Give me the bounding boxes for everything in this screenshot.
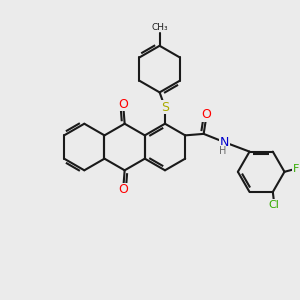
Text: O: O — [118, 98, 128, 111]
Text: F: F — [292, 164, 299, 174]
Text: S: S — [161, 101, 169, 114]
Text: O: O — [118, 183, 128, 196]
Text: Cl: Cl — [269, 200, 280, 209]
Text: N: N — [220, 136, 229, 149]
Text: O: O — [202, 108, 212, 121]
Text: H: H — [218, 146, 226, 156]
Text: CH₃: CH₃ — [151, 23, 168, 32]
